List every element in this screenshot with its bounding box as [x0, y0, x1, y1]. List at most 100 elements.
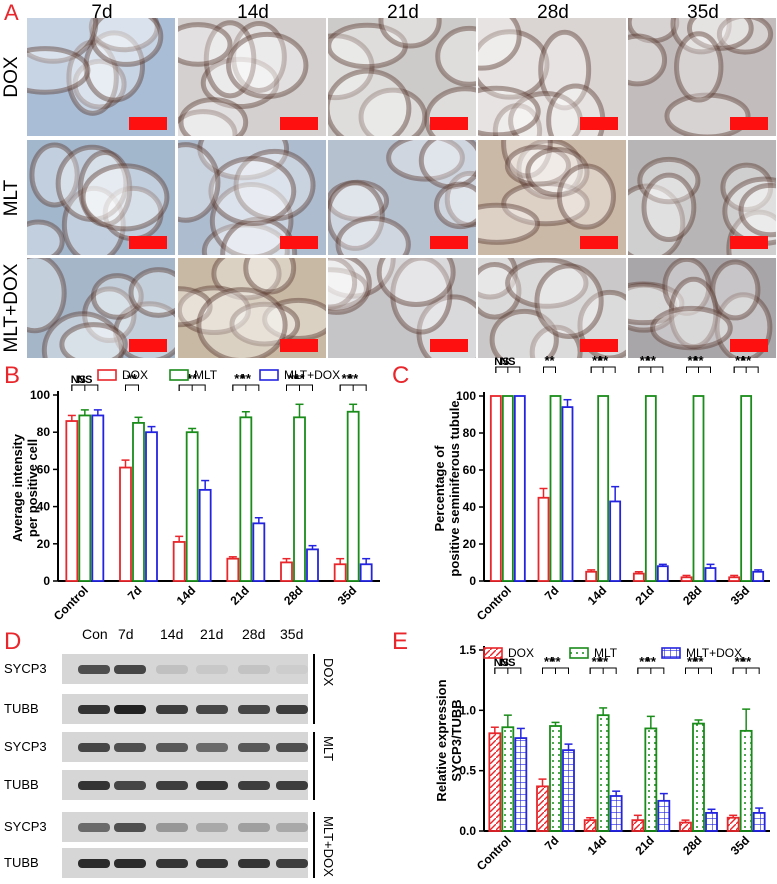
y-axis-label: Percentage of positive seminiferous tubul…: [432, 400, 462, 576]
y-tick-label: 80: [463, 426, 477, 440]
micrograph-mlt-dox-28d: [478, 258, 626, 358]
lane-label-7d: 7d: [118, 626, 134, 642]
significance-label: **: [646, 654, 657, 669]
x-tick-label: 14d: [585, 583, 610, 608]
scale-bar: [280, 117, 318, 130]
panel-e-letter: E: [392, 628, 409, 655]
y-tick-label: 20: [463, 537, 477, 551]
scale-bar: [129, 339, 167, 352]
significance-label: **: [294, 371, 305, 386]
blot-band: [78, 781, 110, 790]
blot-band: [78, 743, 110, 752]
legend-label-mlt-dox: MLT+DOX: [284, 368, 340, 382]
x-tick-label: 7d: [125, 583, 145, 603]
blot-band: [276, 743, 308, 752]
significance-label: **: [693, 355, 704, 368]
x-tick-label: 7d: [542, 833, 562, 853]
bar-mlt-28d: [692, 722, 705, 832]
legend-swatch-dox: [97, 369, 117, 381]
blot-band: [114, 743, 146, 752]
bar-mlt-dox-7d: [145, 431, 158, 582]
bar-mlt-dox-21d: [656, 565, 669, 582]
scale-bar: [730, 236, 768, 249]
svg-text:Control: Control: [474, 583, 514, 620]
significance-label: **: [127, 371, 138, 386]
scale-bar: [430, 339, 468, 352]
bar-mlt-dox-14d: [198, 488, 212, 582]
x-tick-label: 14d: [585, 833, 610, 858]
blot-band: [238, 743, 270, 752]
legend-swatch-mlt: [569, 647, 589, 659]
significance-label: **: [687, 355, 698, 368]
bar-mlt-dox-14d: [609, 795, 623, 832]
significance-label: **: [741, 654, 752, 669]
significance-bracket: [494, 667, 522, 674]
blot-band: [114, 823, 146, 832]
significance-label: **: [234, 371, 245, 386]
micrograph-mlt-14d: [178, 140, 326, 255]
significance-label: NS: [500, 657, 515, 669]
y-tick-label: 40: [463, 500, 477, 514]
blot-band: [156, 823, 188, 832]
blot-band: [114, 665, 146, 674]
blot-group-label-dox: DOX: [321, 658, 336, 687]
y-axis-label-line2: SYCP3/TUBB: [449, 699, 464, 781]
bar-mlt-35d: [740, 395, 753, 582]
significance-bracket: [637, 667, 665, 674]
blot-band: [156, 859, 188, 868]
bar-dox-21d: [632, 572, 645, 582]
significance-label: NS: [500, 356, 515, 368]
svg-text:21d: 21d: [632, 583, 657, 608]
bar-mlt-dox-28d: [704, 567, 717, 582]
bar-dox-35d: [333, 563, 347, 582]
panel-a-letter: A: [4, 0, 19, 25]
significance-bracket: [125, 384, 139, 391]
y-axis-label-line1: Average intensity: [10, 433, 25, 542]
svg-text:21d: 21d: [227, 583, 252, 608]
blot-band: [78, 823, 110, 832]
blot-band: [238, 859, 270, 868]
significance-label: NS: [494, 657, 509, 669]
scale-bar: [580, 236, 618, 249]
svg-text:28d: 28d: [680, 583, 705, 608]
y-tick-label: 40: [37, 500, 51, 514]
bar-dox-21d: [226, 557, 240, 582]
column-label-28d: 28d: [537, 2, 569, 23]
significance-bracket: [589, 667, 617, 674]
significance-bracket: [685, 667, 712, 674]
y-tick-label: 60: [37, 462, 51, 476]
significance-label: **: [342, 371, 353, 386]
bar-mlt-control: [501, 395, 514, 582]
x-tick-label: 28d: [680, 833, 705, 858]
svg-text:21d: 21d: [632, 833, 657, 858]
svg-text:35d: 35d: [728, 833, 753, 858]
legend-swatch-dox: [483, 647, 503, 659]
micrograph-dox-21d: [328, 18, 476, 136]
scale-bar: [580, 117, 618, 130]
column-label-14d: 14d: [237, 2, 269, 23]
blot-band: [238, 665, 270, 674]
y-tick-label: 1.0: [459, 703, 476, 717]
bar-mlt-7d: [549, 395, 562, 582]
x-tick-label: 35d: [728, 583, 753, 608]
svg-text:28d: 28d: [680, 833, 705, 858]
bar-dox-control: [489, 395, 502, 582]
legend-swatch-mlt-dox: [259, 369, 279, 381]
y-axis-label-line1: Relative expression: [434, 679, 449, 801]
panel-b-chart: 0 20 40 60 80 100 Average intensity per positiv…: [10, 368, 380, 620]
significance-bracket: [495, 366, 521, 373]
blot-band: [196, 823, 228, 832]
column-label-35d: 35d: [687, 2, 719, 23]
y-tick-label: 100: [456, 389, 476, 403]
scale-bar: [730, 117, 768, 130]
svg-text:35d: 35d: [728, 583, 753, 608]
svg-text:7d: 7d: [542, 833, 562, 853]
significance-label: **: [693, 654, 704, 669]
bar-dox-28d: [280, 561, 293, 582]
significance-bracket: [590, 366, 616, 373]
bar-mlt-21d: [644, 727, 658, 832]
column-label-21d: 21d: [387, 2, 419, 23]
blot-band: [196, 781, 228, 790]
significance-label: **: [592, 355, 603, 368]
y-tick-label: 20: [37, 537, 51, 551]
